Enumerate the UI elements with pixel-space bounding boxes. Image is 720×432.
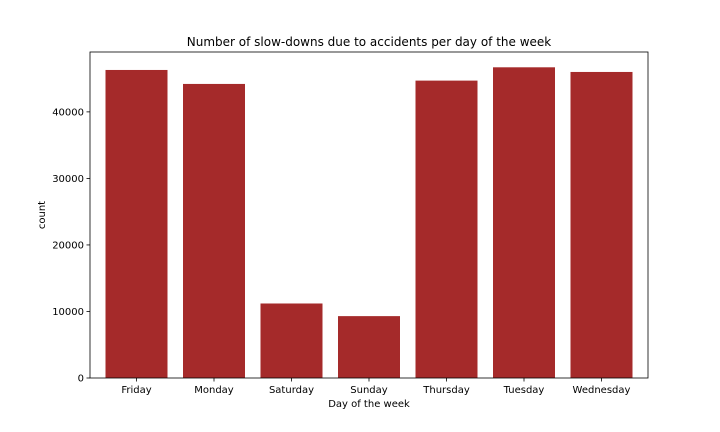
x-tick-label: Saturday — [269, 385, 314, 396]
x-tick-label: Friday — [121, 385, 151, 396]
x-tick-label: Thursday — [422, 385, 470, 396]
x-tick-label: Tuesday — [503, 385, 545, 396]
x-tick-label: Wednesday — [573, 385, 631, 396]
bar-monday — [183, 83, 245, 378]
x-tick-label: Sunday — [350, 385, 387, 396]
bars-group — [105, 67, 633, 379]
bar-tuesday — [493, 67, 555, 379]
chart-title: Number of slow-downs due to accidents pe… — [187, 35, 552, 49]
x-axis: Friday Monday Saturday Sunday Thursday Tuesda… — [121, 378, 631, 396]
y-tick-label: 20000 — [52, 240, 84, 251]
x-tick-label: Monday — [194, 385, 234, 396]
y-tick-label: 10000 — [52, 307, 84, 318]
y-axis: 0 10000 20000 30000 40000 — [52, 107, 90, 385]
bar-wednesday — [570, 71, 633, 379]
y-tick-label: 0 — [78, 374, 84, 385]
y-tick-label: 40000 — [52, 107, 84, 118]
bar-thursday — [415, 80, 478, 379]
x-axis-title: Day of the week — [328, 399, 410, 410]
bar-friday — [105, 69, 168, 379]
y-axis-title: count — [37, 201, 48, 229]
bar-sunday — [338, 316, 400, 378]
y-tick-label: 30000 — [52, 174, 84, 185]
bar-saturday — [260, 303, 323, 378]
